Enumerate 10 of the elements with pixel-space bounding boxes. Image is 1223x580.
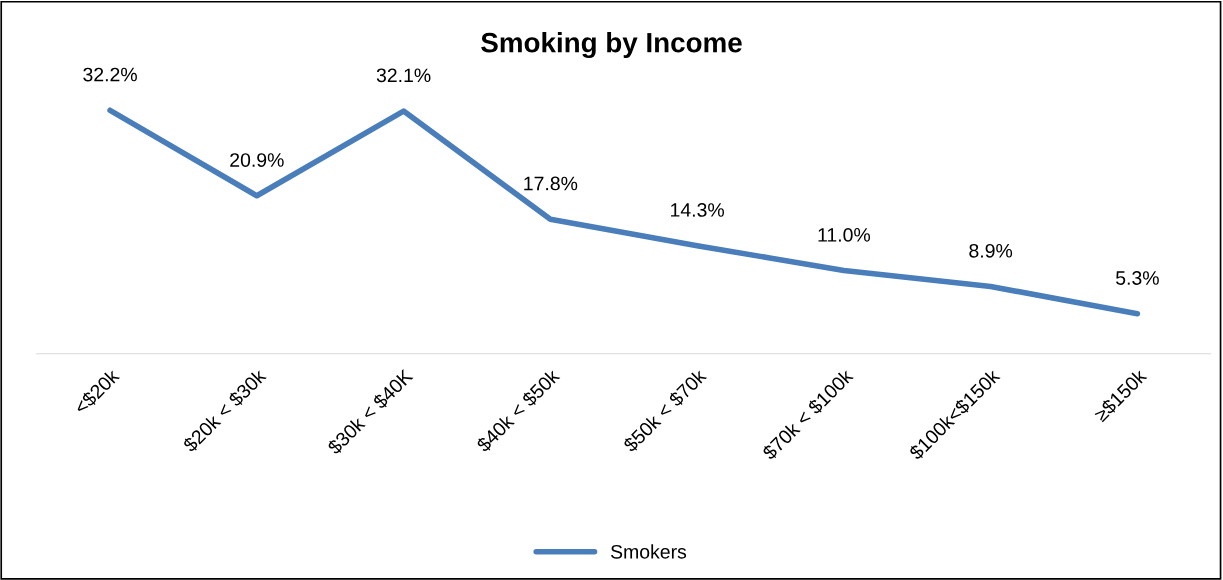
data-label: 20.9%: [230, 153, 284, 167]
chart-title: Smoking by Income: [481, 32, 742, 59]
data-label: 32.1%: [376, 68, 431, 83]
data-label: 32.2%: [83, 67, 137, 82]
data-label: 5.3%: [1116, 271, 1159, 285]
data-label: 17.8%: [524, 176, 578, 191]
data-label: 8.9%: [969, 243, 1013, 258]
legend-label: Smokers: [610, 544, 687, 559]
data-label: 14.3%: [671, 203, 724, 217]
data-label: 11.0%: [818, 228, 871, 242]
